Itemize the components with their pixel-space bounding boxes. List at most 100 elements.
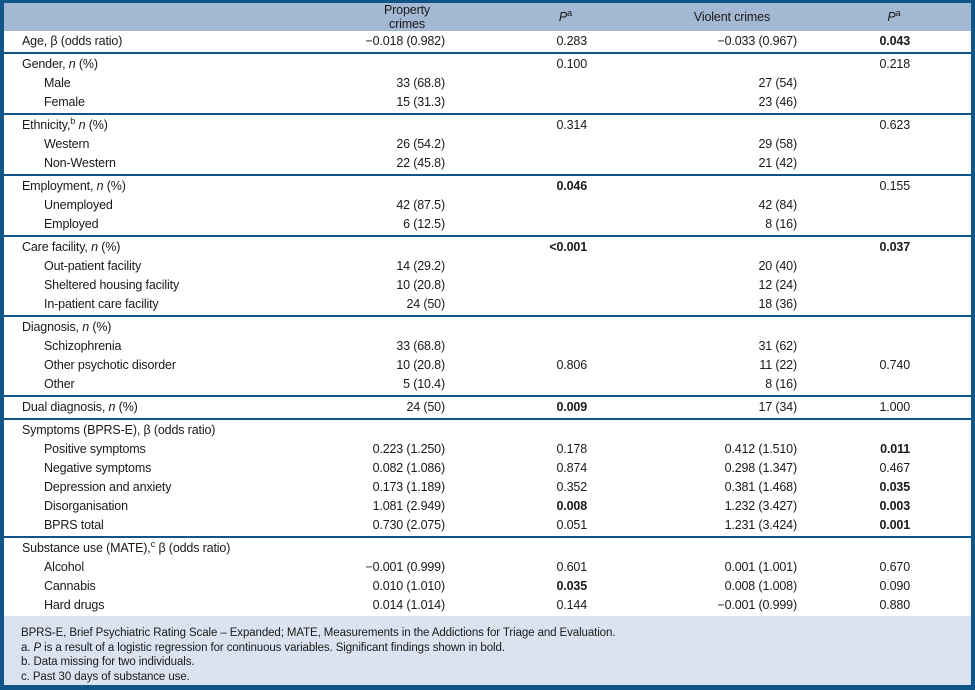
- violent-crimes-value: 1.232 (3.427): [724, 499, 798, 513]
- table-group: Symptoms (BPRS-E), β (odds ratio) Positiv…: [4, 419, 971, 537]
- table-group: Substance use (MATE),c β (odds ratio) Alc…: [4, 537, 971, 616]
- row-label: Male: [44, 76, 71, 90]
- p-value-violent: [801, 74, 971, 93]
- violent-crimes-value: 0.008 (1.008): [724, 579, 798, 593]
- row-label: Positive symptoms: [44, 442, 146, 456]
- p-value-violent: 1.000: [879, 400, 910, 414]
- table-row: Care facility, n (%) <0.001 0.037: [4, 236, 971, 257]
- property-crimes-value: [334, 236, 449, 257]
- table-row: Schizophrenia 33 (68.8) 31 (62): [4, 337, 971, 356]
- p-value-violent: [801, 257, 971, 276]
- table-row: Female 15 (31.3) 23 (46): [4, 93, 971, 114]
- table-row: Gender, n (%) 0.100 0.218: [4, 53, 971, 74]
- violent-crimes-value: 0.001 (1.001): [724, 560, 798, 574]
- p-value-property: 0.352: [556, 480, 587, 494]
- statistics-table: Property crimes Pa Violent crimes Pa Age…: [4, 3, 971, 616]
- table-row: Alcohol −0.001 (0.999) 0.601 0.001 (1.001) 0…: [4, 558, 971, 577]
- p-value-violent: 0.003: [879, 499, 910, 513]
- table-footnotes: BPRS-E, Brief Psychiatric Rating Scale –…: [4, 616, 971, 685]
- violent-crimes-value: 1.231 (3.424): [724, 518, 798, 532]
- p-value-violent: 0.880: [879, 598, 910, 612]
- p-value-property: [449, 337, 591, 356]
- table-row: Employed 6 (12.5) 8 (16): [4, 215, 971, 236]
- p-value-property: 0.178: [556, 442, 587, 456]
- property-crimes-value: 0.730 (2.075): [372, 518, 446, 532]
- property-crimes-value: 14 (29.2): [396, 259, 445, 273]
- footnote-line: BPRS-E, Brief Psychiatric Rating Scale –…: [21, 627, 616, 639]
- table-group: Dual diagnosis, n (%) 24 (50) 0.009 17 (34)…: [4, 396, 971, 419]
- table-row: Sheltered housing facility 10 (20.8) 12 (2…: [4, 276, 971, 295]
- property-crimes-value: 33 (68.8): [396, 339, 445, 353]
- property-crimes-value: 42 (87.5): [396, 198, 445, 212]
- p-value-violent: [801, 537, 971, 558]
- table-row: BPRS total 0.730 (2.075) 0.051 1.231 (3.424…: [4, 516, 971, 537]
- row-label: Cannabis: [44, 579, 96, 593]
- property-crimes-value: [334, 537, 449, 558]
- p-value-violent: 0.043: [879, 34, 910, 48]
- table-row: Unemployed 42 (87.5) 42 (84): [4, 196, 971, 215]
- row-label: Other psychotic disorder: [44, 358, 176, 372]
- violent-crimes-value: [591, 236, 801, 257]
- p-value-violent: 0.218: [879, 57, 910, 71]
- row-label: Hard drugs: [44, 598, 105, 612]
- row-label: Female: [44, 95, 85, 109]
- p-value-property: [449, 295, 591, 316]
- property-crimes-value: 15 (31.3): [396, 95, 445, 109]
- p-value-violent: 0.090: [879, 579, 910, 593]
- header-row: Property crimes Pa Violent crimes Pa: [4, 3, 971, 31]
- p-value-violent: 0.155: [879, 179, 910, 193]
- violent-crimes-value: 23 (46): [758, 95, 797, 109]
- row-label: Gender, n (%): [22, 57, 98, 71]
- p-value-property: [449, 135, 591, 154]
- p-value-property: 0.051: [556, 518, 587, 532]
- property-crimes-value: 0.010 (1.010): [372, 579, 446, 593]
- violent-crimes-value: [591, 114, 801, 135]
- violent-crimes-value: 20 (40): [758, 259, 797, 273]
- p-value-property: [449, 257, 591, 276]
- header-violent-crimes: Violent crimes: [591, 3, 801, 31]
- p-value-property: [449, 537, 591, 558]
- table-row: Ethnicity,b n (%) 0.314 0.623: [4, 114, 971, 135]
- row-label: Care facility, n (%): [22, 240, 121, 254]
- table-row: Depression and anxiety 0.173 (1.189) 0.352…: [4, 478, 971, 497]
- row-label: BPRS total: [44, 518, 104, 532]
- violent-crimes-value: 29 (58): [758, 137, 797, 151]
- table-group: Gender, n (%) 0.100 0.218 Male 33 (68.8) 27 (…: [4, 53, 971, 114]
- p-value-violent: [801, 375, 971, 396]
- property-crimes-value: 26 (54.2): [396, 137, 445, 151]
- violent-crimes-value: [591, 175, 801, 196]
- violent-crimes-value: [591, 419, 801, 440]
- p-value-violent: [801, 135, 971, 154]
- table-row: In-patient care facility 24 (50) 18 (36): [4, 295, 971, 316]
- table-row: Disorganisation 1.081 (2.949) 0.008 1.232 (…: [4, 497, 971, 516]
- violent-crimes-value: −0.033 (0.967): [717, 34, 797, 48]
- property-crimes-value: 22 (45.8): [396, 156, 445, 170]
- property-crimes-value: [334, 114, 449, 135]
- violent-crimes-value: 0.381 (1.468): [724, 480, 798, 494]
- property-crimes-value: 1.081 (2.949): [372, 499, 446, 513]
- p-value-violent: 0.740: [879, 358, 910, 372]
- table-row: Negative symptoms 0.082 (1.086) 0.874 0.298…: [4, 459, 971, 478]
- row-label: In-patient care facility: [44, 297, 159, 311]
- footnote-line: c. Past 30 days of substance use.: [21, 670, 190, 683]
- property-crimes-value: −0.001 (0.999): [365, 560, 445, 574]
- row-label: Substance use (MATE),c β (odds ratio): [22, 538, 231, 555]
- violent-crimes-value: 27 (54): [758, 76, 797, 90]
- property-crimes-value: [334, 175, 449, 196]
- violent-crimes-value: 17 (34): [758, 400, 797, 414]
- p-value-property: [449, 316, 591, 337]
- p-value-property: <0.001: [549, 240, 587, 254]
- table-row: Symptoms (BPRS-E), β (odds ratio): [4, 419, 971, 440]
- table-row: Substance use (MATE),c β (odds ratio): [4, 537, 971, 558]
- header-empty-cell: [4, 3, 334, 31]
- table-row: Other psychotic disorder 10 (20.8) 0.806 11…: [4, 356, 971, 375]
- p-value-property: 0.806: [556, 358, 587, 372]
- table-header: Property crimes Pa Violent crimes Pa: [4, 3, 971, 31]
- p-value-property: [449, 419, 591, 440]
- table-row: Age, β (odds ratio) −0.018 (0.982) 0.283 −0…: [4, 31, 971, 53]
- p-value-property: 0.046: [556, 179, 587, 193]
- p-value-violent: [801, 154, 971, 175]
- row-label: Dual diagnosis, n (%): [22, 400, 138, 414]
- row-label: Schizophrenia: [44, 339, 122, 353]
- row-label: Ethnicity,b n (%): [22, 115, 108, 132]
